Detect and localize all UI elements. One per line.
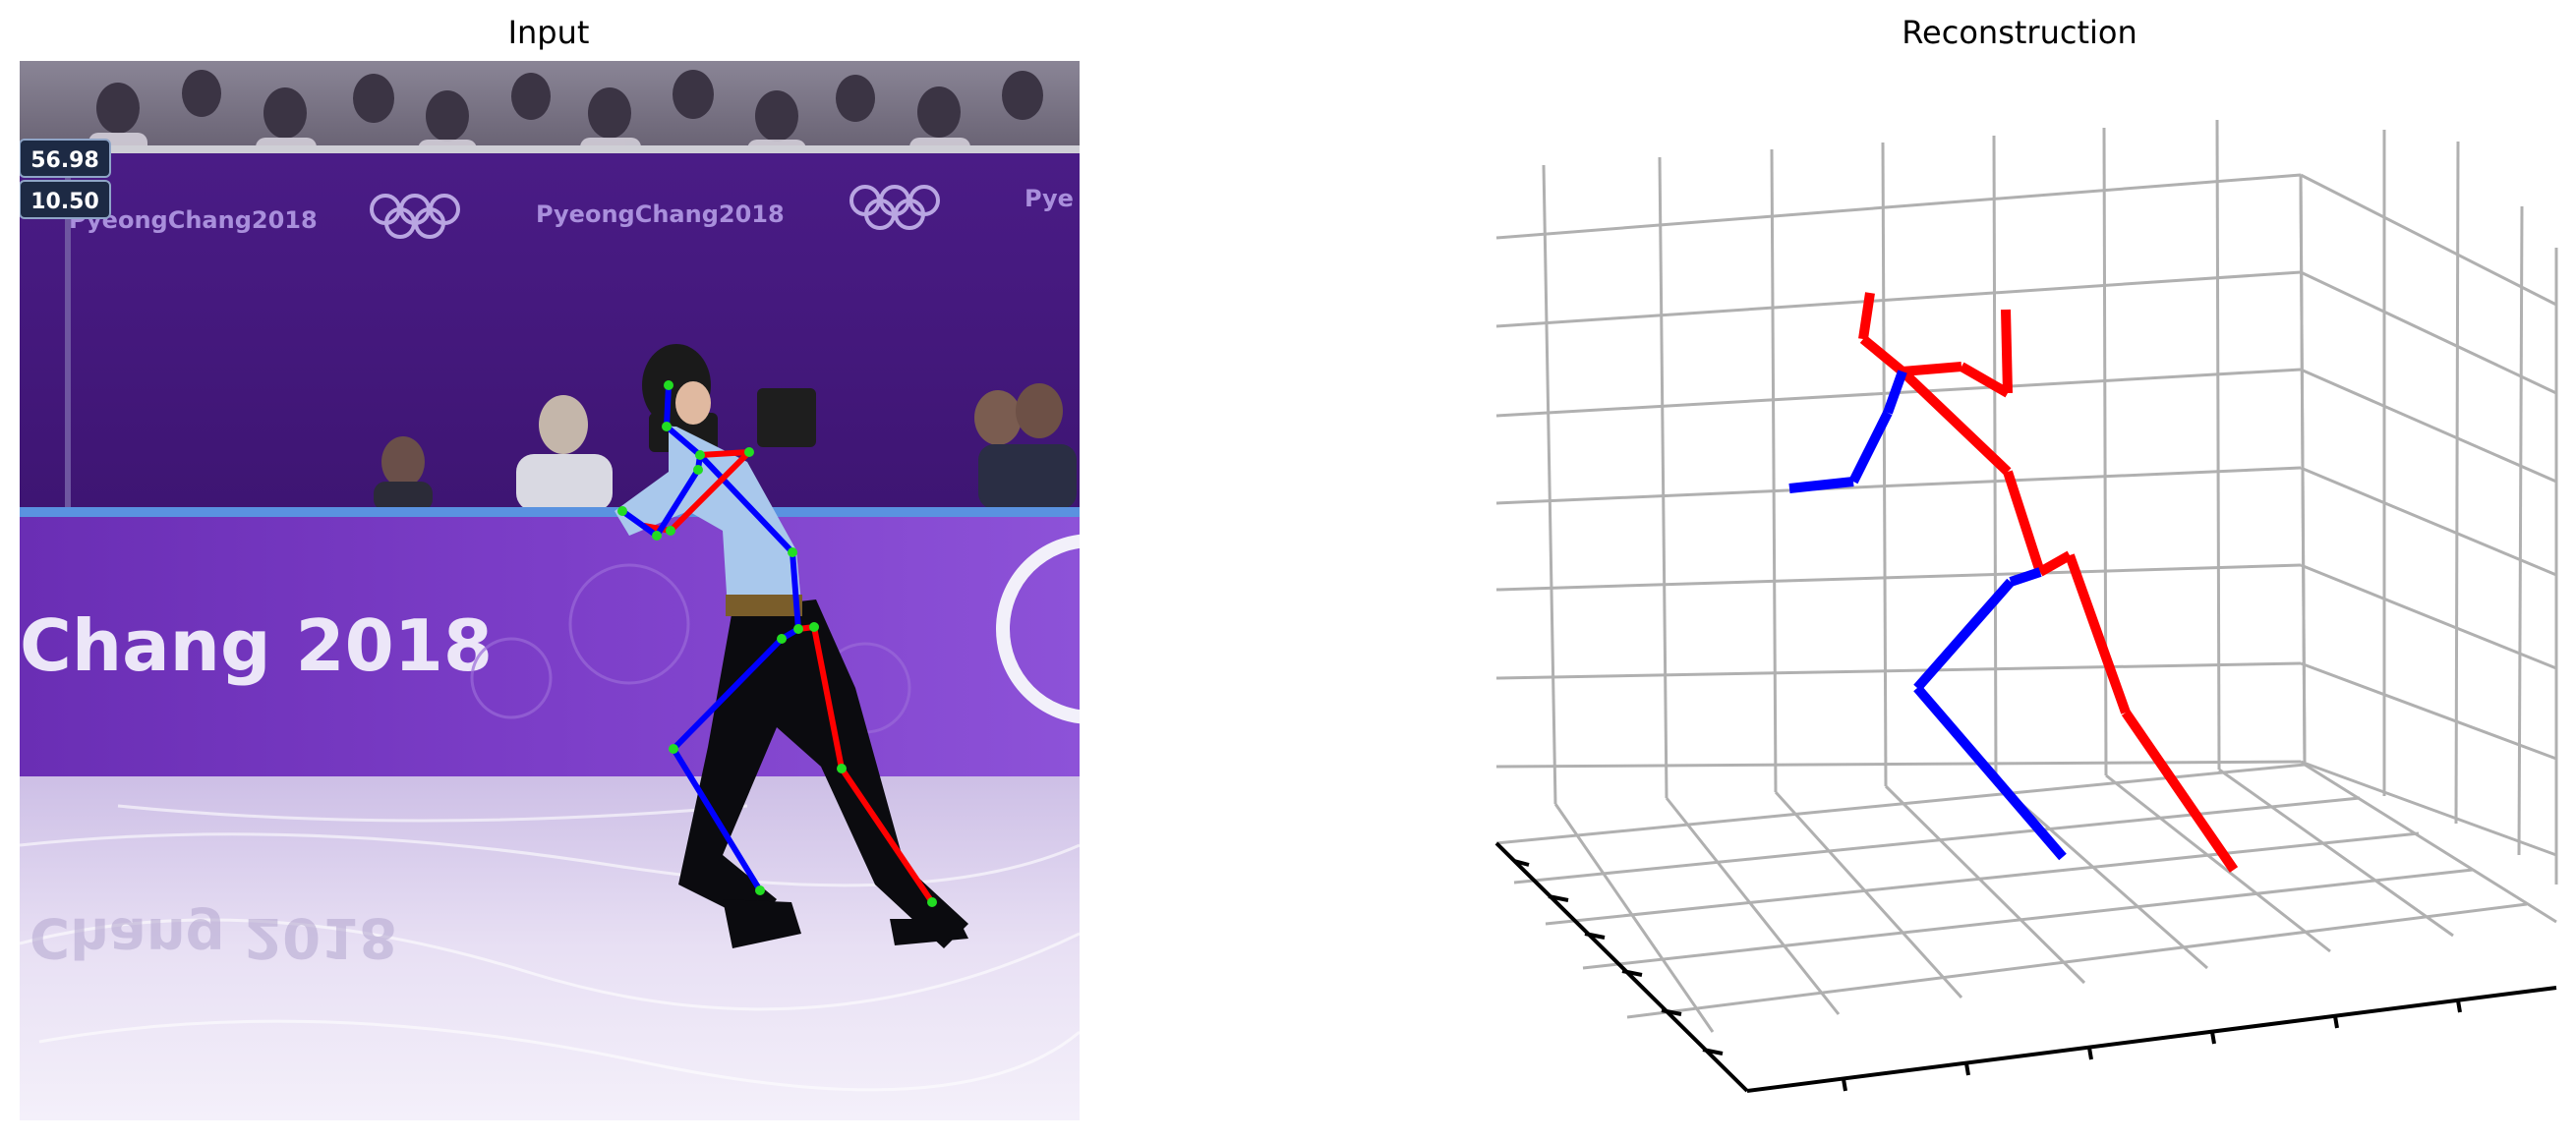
banner-logo-text-3: Pye <box>1025 185 1074 212</box>
skeleton-3d-head <box>1863 293 1870 339</box>
score-bottom: 10.50 <box>30 190 99 214</box>
banner-logo-text-2: PyeongChang2018 <box>536 200 785 228</box>
railing <box>20 145 1080 153</box>
skeleton-3d-right-forearm <box>2006 310 2008 393</box>
score-top: 56.98 <box>30 148 99 173</box>
skeleton-3d-left-elbow <box>1853 413 1888 482</box>
keypoint-left-knee <box>669 744 678 754</box>
board-edge <box>20 507 1080 517</box>
skeleton-2d-right-shoulder <box>700 452 749 455</box>
keypoint-left-ankle <box>755 885 765 895</box>
axis-ticks <box>1514 861 2460 1091</box>
skeleton-3d-spine-lower <box>2008 472 2040 572</box>
keypoint-neck <box>662 422 672 431</box>
keypoint-right-ankle <box>927 897 937 907</box>
skeleton-3d <box>1789 293 2234 870</box>
grid-back-left-horizontal <box>1496 175 2301 767</box>
skeleton-3d-right-thigh <box>2070 555 2126 713</box>
grid-floor <box>1496 765 2556 1032</box>
input-photo: PyeongChang2018 PyeongChang2018 Pye <box>20 61 1180 1120</box>
board-large-text: Chang 2018 <box>20 604 493 687</box>
keypoint-right-hip <box>809 622 819 632</box>
skeleton-3d-left-forearm <box>1789 482 1853 488</box>
keypoint-right-shoulder <box>744 447 754 457</box>
skeleton-3d-right-shoulder <box>1903 367 1961 371</box>
keypoint-right-knee <box>837 764 847 773</box>
skeleton-3d-left-upper-arm <box>1888 371 1903 413</box>
grid-back-right-vertical <box>2301 130 2556 885</box>
keypoint-thorax <box>695 450 705 460</box>
keypoint-left-wrist <box>617 506 627 516</box>
keypoint-spine <box>788 547 797 557</box>
ice-reflection-text: Chang 2018 <box>29 905 397 969</box>
camera-2 <box>757 388 816 447</box>
skeleton-2d-head <box>667 385 669 427</box>
keypoint-left-elbow <box>652 531 662 541</box>
keypoint-head <box>664 380 673 390</box>
keypoint-left-shoulder <box>693 465 703 475</box>
skeleton-3d-right-hip <box>2040 555 2070 572</box>
keypoint-right-elbow <box>666 526 675 536</box>
skeleton-3d-left-shin <box>1917 688 2063 857</box>
keypoint-left-hip <box>777 634 787 644</box>
reconstruction-plot <box>1496 120 2556 1091</box>
keypoint-pelvis <box>793 624 803 634</box>
